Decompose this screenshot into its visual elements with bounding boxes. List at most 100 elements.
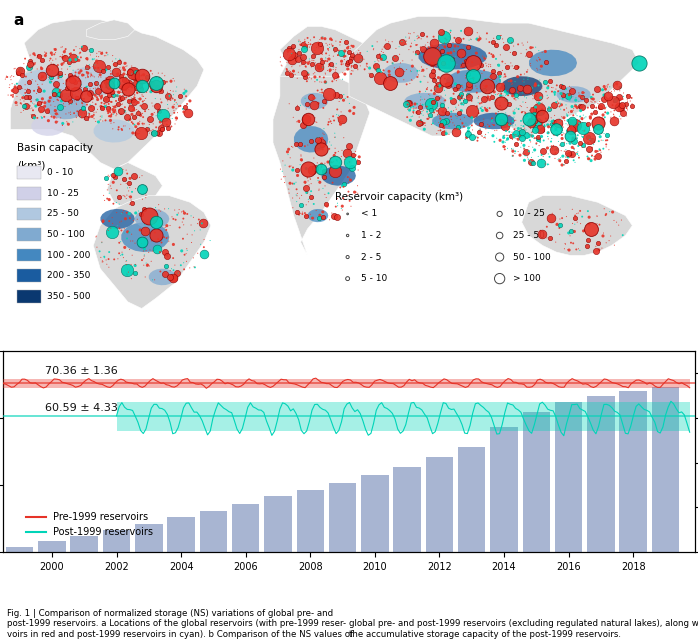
Point xyxy=(305,60,316,71)
Point xyxy=(529,125,540,135)
Point xyxy=(350,60,361,71)
Point xyxy=(43,107,54,117)
Point xyxy=(318,183,329,193)
Point xyxy=(324,89,335,100)
Point xyxy=(59,45,70,55)
Point xyxy=(575,105,586,116)
Point xyxy=(178,257,189,268)
Point xyxy=(96,91,107,101)
Point xyxy=(470,132,482,143)
Point xyxy=(481,34,492,44)
Point xyxy=(536,125,547,135)
Point xyxy=(149,275,160,285)
Point xyxy=(513,123,524,134)
Point xyxy=(327,62,339,72)
Point xyxy=(145,87,156,97)
Point xyxy=(66,83,77,94)
Point xyxy=(154,110,165,121)
Point xyxy=(491,114,502,124)
Point xyxy=(165,95,176,105)
Point xyxy=(114,94,125,104)
Point xyxy=(406,112,417,122)
Point xyxy=(143,247,154,257)
Point xyxy=(80,64,91,74)
Point xyxy=(297,53,308,64)
Point xyxy=(332,112,343,123)
Point xyxy=(600,103,611,114)
Point xyxy=(345,175,356,186)
Point xyxy=(521,84,533,94)
Point xyxy=(346,58,357,69)
Point xyxy=(10,98,22,108)
Point xyxy=(537,48,548,58)
Point xyxy=(507,146,519,157)
Point xyxy=(63,119,74,130)
Polygon shape xyxy=(107,162,163,209)
Point xyxy=(333,46,344,56)
Point xyxy=(119,82,130,92)
Point xyxy=(198,234,209,245)
Point xyxy=(480,52,491,62)
Point xyxy=(141,72,152,82)
Point xyxy=(510,115,521,125)
Point xyxy=(486,67,497,78)
Point xyxy=(115,106,126,116)
Point xyxy=(123,92,134,102)
Point xyxy=(292,47,304,57)
Point xyxy=(514,150,526,160)
Point xyxy=(173,101,184,111)
Point xyxy=(301,62,312,72)
Point xyxy=(547,143,558,153)
Point xyxy=(428,31,439,42)
Polygon shape xyxy=(419,43,487,69)
Point xyxy=(4,80,15,90)
Point xyxy=(463,128,474,139)
Point xyxy=(471,87,482,98)
Point xyxy=(609,116,620,126)
Point xyxy=(536,157,547,167)
Point xyxy=(178,214,189,224)
Point xyxy=(431,99,442,109)
Point xyxy=(330,71,341,82)
Point xyxy=(495,76,506,87)
Point xyxy=(544,116,555,126)
Point xyxy=(589,107,600,117)
Point xyxy=(87,104,98,114)
Point xyxy=(101,173,112,184)
Point xyxy=(436,117,447,127)
Point xyxy=(432,79,443,89)
Point xyxy=(128,92,140,102)
Point xyxy=(54,67,66,78)
Point xyxy=(586,108,597,119)
Point xyxy=(129,93,140,103)
Point xyxy=(313,184,325,195)
Point xyxy=(168,86,179,96)
Point xyxy=(511,62,522,72)
Point xyxy=(424,102,436,112)
Point xyxy=(540,46,551,56)
Point xyxy=(170,119,181,129)
Point xyxy=(543,102,554,112)
Point xyxy=(306,55,318,65)
Point xyxy=(24,62,35,73)
Point xyxy=(129,80,140,90)
Point xyxy=(98,217,110,227)
Point xyxy=(125,67,136,78)
Point xyxy=(547,125,558,135)
Point xyxy=(120,214,131,224)
Point xyxy=(600,90,611,100)
Point xyxy=(450,102,461,112)
Point xyxy=(355,48,366,58)
Point xyxy=(123,96,134,106)
Point xyxy=(116,100,127,110)
Point xyxy=(140,124,151,134)
Point xyxy=(181,243,193,254)
Point xyxy=(438,122,450,132)
Point xyxy=(498,92,510,102)
Point xyxy=(578,110,589,120)
Point xyxy=(305,118,316,128)
Point xyxy=(509,94,520,104)
Point xyxy=(122,84,133,94)
Point xyxy=(441,69,452,80)
Point xyxy=(519,123,530,134)
